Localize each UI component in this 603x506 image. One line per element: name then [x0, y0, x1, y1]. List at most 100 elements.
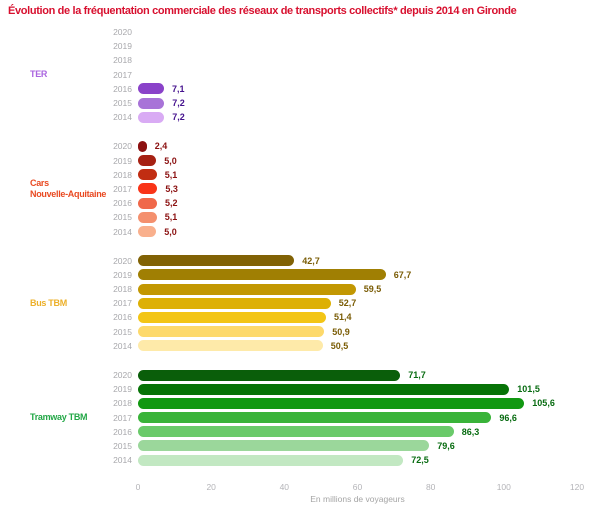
- year-label: 2019: [113, 155, 132, 166]
- bar-row-2015: 2015 79,6: [100, 439, 603, 453]
- year-label: 2016: [113, 312, 132, 323]
- bar-value: 105,6: [532, 398, 555, 409]
- bar-row-2020: 2020 2,4: [100, 139, 603, 153]
- bar-bus-tbm-2018: [138, 283, 356, 295]
- bar-row-2016: 2016 5,2: [100, 196, 603, 210]
- year-label: 2020: [113, 27, 132, 38]
- bar-bus-tbm-2017: [138, 297, 331, 309]
- year-label: 2017: [113, 412, 132, 423]
- year-label: 2017: [113, 183, 132, 194]
- bar-row-2020: 2020 71,7: [100, 368, 603, 382]
- bar-zone: 72,5: [138, 454, 603, 466]
- bar-row-2018: 2018 105,6: [100, 396, 603, 410]
- bar-row-2016: 2016 7,1: [100, 82, 603, 96]
- bar-zone: 59,5: [138, 283, 603, 295]
- year-label: 2020: [113, 141, 132, 152]
- bar-tramway-tbm-2019: [138, 383, 510, 395]
- axis-tick-100: 100: [496, 482, 511, 493]
- bar-value: 5,0: [164, 155, 177, 166]
- bar-row-2018: 2018 5,1: [100, 168, 603, 182]
- bar-zone: 7,2: [138, 111, 603, 123]
- year-label: 2018: [113, 284, 132, 295]
- bar-zone: 5,3: [138, 183, 603, 195]
- year-label: 2016: [113, 83, 132, 94]
- bar-value: 2,4: [154, 141, 168, 152]
- bar-zone: 50,9: [138, 326, 603, 338]
- bar-row-2019: 2019 101,5: [100, 382, 603, 396]
- bar-value: 50,5: [330, 340, 349, 351]
- bar-value: 51,4: [334, 312, 352, 323]
- bar-zone: 67,7: [138, 269, 603, 281]
- bar-bus-tbm-2015: [138, 326, 325, 338]
- bar-tramway-tbm-2016: [138, 426, 454, 438]
- year-label: 2019: [113, 41, 132, 52]
- bar-value: 59,5: [363, 284, 382, 295]
- bar-row-2015: 2015 5,1: [100, 210, 603, 224]
- bar-row-2017: 2017 52,7: [100, 296, 603, 310]
- bar-tramway-tbm-2018: [138, 397, 525, 409]
- bar-value: 5,3: [165, 183, 178, 194]
- bar-zone: 5,0: [138, 155, 603, 167]
- bar-value: 50,9: [332, 326, 350, 337]
- bar-row-2018: 2018: [100, 53, 603, 67]
- bar-zone: 5,1: [138, 211, 603, 223]
- bar-zone: 7,1: [138, 83, 603, 95]
- x-axis: 0 20 40 60 80 100 120: [0, 482, 603, 492]
- axis-spacer: [0, 482, 138, 492]
- group-label-line: Nouvelle-Aquitaine: [30, 188, 107, 199]
- bar-value: 5,2: [165, 198, 178, 209]
- bar-cars-nouvelle-aquitaine-2017: [138, 183, 158, 195]
- bar-zone: 52,7: [138, 297, 603, 309]
- bar-row-2019: 2019 67,7: [100, 268, 603, 282]
- bar-zone: 51,4: [138, 311, 603, 323]
- group-label-line: Bus TBM: [30, 297, 67, 308]
- chart-group-cars-nouvelle-aquitaine: Cars Nouvelle-Aquitaine 2020 2,4 2019 5,0 2018…: [0, 139, 603, 238]
- bar-value: 52,7: [338, 298, 357, 309]
- bar-tramway-tbm-2015: [138, 440, 430, 452]
- bar-bus-tbm-2020: [138, 255, 295, 267]
- bar-tramway-tbm-2017: [138, 412, 492, 424]
- bar-value: 72,5: [411, 455, 429, 466]
- year-label: 2020: [113, 255, 132, 266]
- year-label: 2016: [113, 198, 132, 209]
- year-label: 2016: [113, 426, 132, 437]
- bar-value: 96,6: [499, 412, 517, 423]
- bar-tramway-tbm-2020: [138, 369, 401, 381]
- chart-group-tramway-tbm: Tramway TBM 2020 71,7 2019 101,5 2018 105,6 201…: [0, 368, 603, 467]
- bar-zone: 50,5: [138, 340, 603, 352]
- year-label: 2018: [113, 398, 132, 409]
- group-rows: 2020 71,7 2019 101,5 2018 105,6 2017 96,6 2016 86…: [100, 368, 603, 467]
- bar-value: 5,1: [164, 169, 178, 180]
- bar-zone: 71,7: [138, 369, 603, 381]
- bar-zone: 96,6: [138, 412, 603, 424]
- bar-zone: 5,0: [138, 226, 603, 238]
- group-label-line: Tramway TBM: [30, 412, 88, 423]
- bar-bus-tbm-2014: [138, 340, 323, 352]
- bar-zone: 105,6: [138, 397, 603, 409]
- bar-row-2015: 2015 7,2: [100, 96, 603, 110]
- year-label: 2020: [113, 370, 132, 381]
- year-label: 2015: [113, 440, 132, 451]
- bar-bus-tbm-2016: [138, 311, 326, 323]
- bar-row-2020: 2020 42,7: [100, 254, 603, 268]
- bar-zone: 2,4: [138, 140, 603, 152]
- bar-value: 7,2: [172, 98, 185, 109]
- group-label-bus-tbm: Bus TBM: [0, 298, 100, 309]
- year-label: 2014: [113, 112, 132, 123]
- bar-value: 101,5: [517, 384, 540, 395]
- bar-row-2019: 2019 5,0: [100, 154, 603, 168]
- bar-ter-2016: [138, 83, 164, 95]
- axis-ticks: 0 20 40 60 80 100 120: [136, 482, 603, 493]
- bar-zone: 7,2: [138, 97, 603, 109]
- bar-row-2019: 2019: [100, 39, 603, 53]
- year-label: 2014: [113, 226, 132, 237]
- chart-group-bus-tbm: Bus TBM 2020 42,7 2019 67,7 2018 59,5 2017 52,7 2…: [0, 254, 603, 353]
- year-label: 2015: [113, 98, 132, 109]
- group-label-cars-nouvelle-aquitaine: Cars Nouvelle-Aquitaine: [0, 178, 107, 200]
- bar-zone: 5,1: [138, 169, 603, 181]
- bar-cars-nouvelle-aquitaine-2016: [138, 197, 157, 209]
- chart-group-ter: TER 2020 2019 2018 2017 2016 7,1 2015 7,2 2014 7,2: [0, 25, 603, 124]
- bar-zone: 101,5: [138, 383, 603, 395]
- axis-tick-40: 40: [279, 482, 290, 493]
- bar-row-2016: 2016 86,3: [100, 425, 603, 439]
